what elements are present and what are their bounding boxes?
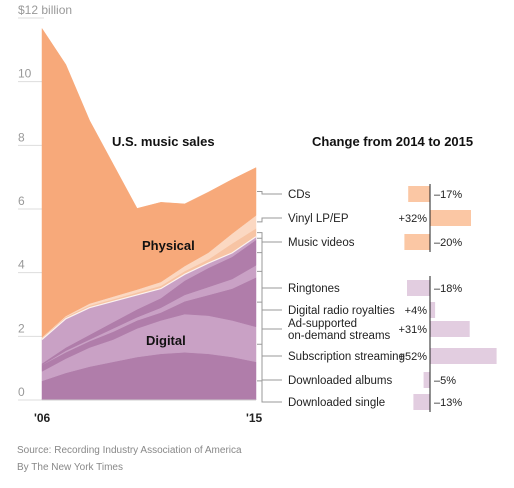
change-bar (423, 372, 430, 388)
leader-line (257, 237, 282, 289)
change-bar (430, 321, 470, 337)
category-label: Ringtones (288, 283, 340, 295)
y-tick-label: 8 (18, 130, 25, 144)
leader-line (257, 270, 282, 330)
category-label: Downloaded albums (288, 375, 392, 387)
change-bar (408, 186, 430, 202)
change-value-label: –17% (434, 189, 462, 201)
change-bar (430, 210, 471, 226)
leader-line (257, 191, 282, 195)
change-bar (407, 280, 430, 296)
change-bar (430, 348, 497, 364)
change-value-label: +52% (399, 351, 428, 363)
y-unit-label: $12 billion (18, 3, 72, 17)
change-title: Change from 2014 to 2015 (312, 134, 473, 149)
area-cds (41, 27, 257, 338)
category-label: Downloaded single (288, 397, 385, 409)
leader-line (257, 217, 282, 223)
x-tick-label: '06 (34, 411, 51, 425)
category-label: Digital radio royalties (288, 305, 395, 317)
category-label: Vinyl LP/EP (288, 213, 349, 225)
category-label: Music videos (288, 237, 355, 249)
source-note: Source: Recording Industry Association o… (17, 445, 242, 456)
digital-label: Digital (146, 333, 186, 348)
category-label: CDs (288, 189, 311, 201)
credit-line: By The New York Times (17, 462, 123, 473)
group-boundary (41, 236, 257, 340)
leader-line (257, 232, 282, 243)
change-value-label: –20% (434, 237, 462, 249)
y-tick-label: 10 (18, 67, 32, 81)
change-value-label: –13% (434, 397, 462, 409)
physical-label: Physical (142, 238, 195, 253)
change-value-label: +4% (405, 305, 428, 317)
category-label: Subscription streaming (288, 351, 405, 363)
leader-line (257, 343, 282, 381)
change-value-label: –18% (434, 283, 462, 295)
change-value-label: –5% (434, 375, 456, 387)
y-tick-label: 6 (18, 194, 25, 208)
leader-line (257, 252, 282, 311)
x-tick-label: '15 (246, 411, 263, 425)
chart-title: U.S. music sales (112, 134, 215, 149)
change-bar (413, 394, 430, 410)
change-bar (430, 302, 436, 318)
y-tick-label: 0 (18, 385, 25, 399)
category-label: Ad-supported on-demand streams (288, 318, 391, 342)
y-tick-label: 2 (18, 321, 25, 335)
change-value-label: +32% (399, 213, 428, 225)
change-bar (404, 234, 430, 250)
y-tick-label: 4 (18, 258, 25, 272)
leader-line (257, 301, 282, 357)
leader-line (257, 380, 282, 403)
change-value-label: +31% (399, 324, 428, 336)
